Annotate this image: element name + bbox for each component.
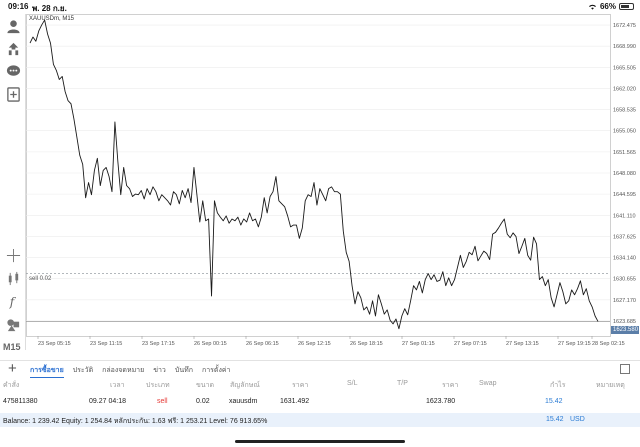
function-icon[interactable]: f (3, 291, 23, 311)
add-order-button[interactable]: + (8, 360, 17, 377)
column-header[interactable]: เวลา (110, 382, 125, 389)
x-tick-label: 27 Sep 01:15 (402, 341, 435, 347)
home-indicator[interactable] (235, 440, 405, 443)
order-volume: 0.02 (196, 398, 210, 405)
x-tick-label: 26 Sep 12:15 (298, 341, 331, 347)
column-header[interactable]: Swap (479, 380, 497, 387)
trade-icon[interactable] (3, 38, 23, 58)
indicators-icon[interactable] (3, 268, 23, 288)
left-toolbar: f M15 (0, 14, 26, 352)
terminal-tabs: การซื้อขาย ประวัติ กล่องจดหมาย ข่าว บันท… (30, 365, 230, 378)
status-bar: 09:16 พ. 28 ก.ย. 66% (0, 0, 640, 14)
order-id: 475811380 (3, 398, 38, 405)
y-tick-label: 1668.990 (613, 44, 636, 50)
y-tick-label: 1665.505 (613, 65, 636, 71)
chart-canvas[interactable]: 1672.475 1668.990 1665.505 1662.020 1658.535… (26, 14, 640, 350)
total-profit: 15.42 (546, 416, 564, 423)
wifi-icon (588, 4, 596, 10)
terminal-tab-bar: + การซื้อขาย ประวัติ กล่องจดหมาย ข่าว บั… (0, 360, 640, 378)
y-tick-label: 1641.110 (613, 213, 636, 219)
column-header[interactable]: กำไร (550, 382, 566, 389)
x-tick-label: 27 Sep 19:15 (558, 341, 591, 347)
tab-news[interactable]: ข่าว (153, 367, 166, 374)
y-tick-label: 1644.595 (613, 192, 636, 198)
expand-icon[interactable] (620, 364, 630, 374)
objects-icon[interactable] (3, 314, 23, 334)
x-tick-label: 27 Sep 13:15 (506, 341, 539, 347)
order-symbol: xauusdm (229, 398, 258, 405)
column-header[interactable]: T/P (397, 380, 408, 387)
y-tick-label: 1658.535 (613, 108, 636, 114)
y-tick-label: 1627.170 (613, 298, 636, 304)
y-tick-label: 1648.080 (613, 171, 636, 177)
account-currency: USD (570, 416, 585, 423)
column-header[interactable]: ราคา (292, 382, 309, 389)
x-tick-label: 26 Sep 06:15 (246, 341, 279, 347)
x-tick-label: 23 Sep 11:15 (90, 341, 122, 347)
symbol-label: XAUUSDm, M15 (29, 16, 75, 22)
y-tick-label: 1651.565 (613, 150, 636, 156)
tab-history[interactable]: ประวัติ (72, 367, 94, 374)
crosshair-icon[interactable] (3, 245, 23, 265)
x-tick-label: 26 Sep 00:15 (194, 341, 227, 347)
x-tick-label: 26 Sep 18:15 (350, 341, 383, 347)
balance-bar: Balance: 1 239.42 Equity: 1 254.84 หลักป… (0, 413, 640, 427)
order-line-label: sell 0.02 (29, 276, 52, 282)
y-tick-label: 1637.625 (613, 234, 636, 240)
column-header[interactable]: คำสั่ง (3, 382, 20, 389)
tab-trade[interactable]: การซื้อขาย (30, 365, 64, 378)
balance-summary: Balance: 1 239.42 Equity: 1 254.84 หลักป… (3, 418, 268, 425)
order-type: sell (157, 398, 168, 405)
column-header[interactable]: สัญลักษณ์ (230, 382, 260, 389)
new-order-icon[interactable] (3, 84, 23, 104)
status-time: 09:16 (8, 2, 29, 11)
column-header[interactable]: ขนาด (196, 382, 215, 389)
tab-settings[interactable]: การตั้งค่า (201, 367, 231, 374)
status-date: พ. 28 ก.ย. (32, 4, 67, 13)
y-tick-label: 1672.475 (613, 23, 636, 29)
order-time: 09.27 04:18 (89, 398, 126, 405)
plot-frame (26, 14, 611, 337)
status-indicators: 66% (588, 2, 634, 11)
x-tick-label: 28 Sep 02:15 (592, 341, 625, 347)
svg-text:f: f (8, 295, 16, 309)
open-price: 1631.492 (280, 398, 310, 405)
x-tick-label: 23 Sep 05:15 (38, 341, 71, 347)
account-icon[interactable] (3, 16, 23, 36)
price-chart[interactable]: 1672.475 1668.990 1665.505 1662.020 1658.535… (26, 14, 640, 350)
battery-icon (619, 3, 634, 10)
tab-journal[interactable]: บันทึก (174, 367, 193, 374)
y-tick-label: 1655.050 (613, 129, 636, 135)
column-header[interactable]: ประเภท (146, 382, 170, 389)
order-profit: 15.42 (545, 398, 563, 405)
x-tick-label: 27 Sep 07:15 (454, 341, 487, 347)
timeframe-label[interactable]: M15 (3, 342, 21, 352)
y-tick-label: 1662.020 (613, 86, 636, 92)
price-series-line (29, 19, 599, 330)
y-tick-label: 1623.685 (613, 319, 636, 325)
column-header[interactable]: หมายเหตุ (596, 382, 625, 389)
column-header[interactable]: ราคา (442, 382, 459, 389)
current-price: 1623.780 (426, 398, 456, 405)
x-tick-label: 23 Sep 17:15 (142, 341, 175, 347)
battery-percent: 66% (599, 2, 616, 11)
current-price-badge: 1623.580 (611, 326, 639, 334)
y-tick-label: 1630.655 (613, 277, 636, 283)
chat-icon[interactable] (3, 61, 23, 81)
column-header[interactable]: S/L (347, 380, 358, 387)
tab-mailbox[interactable]: กล่องจดหมาย (102, 367, 145, 374)
y-tick-label: 1634.140 (613, 256, 636, 262)
